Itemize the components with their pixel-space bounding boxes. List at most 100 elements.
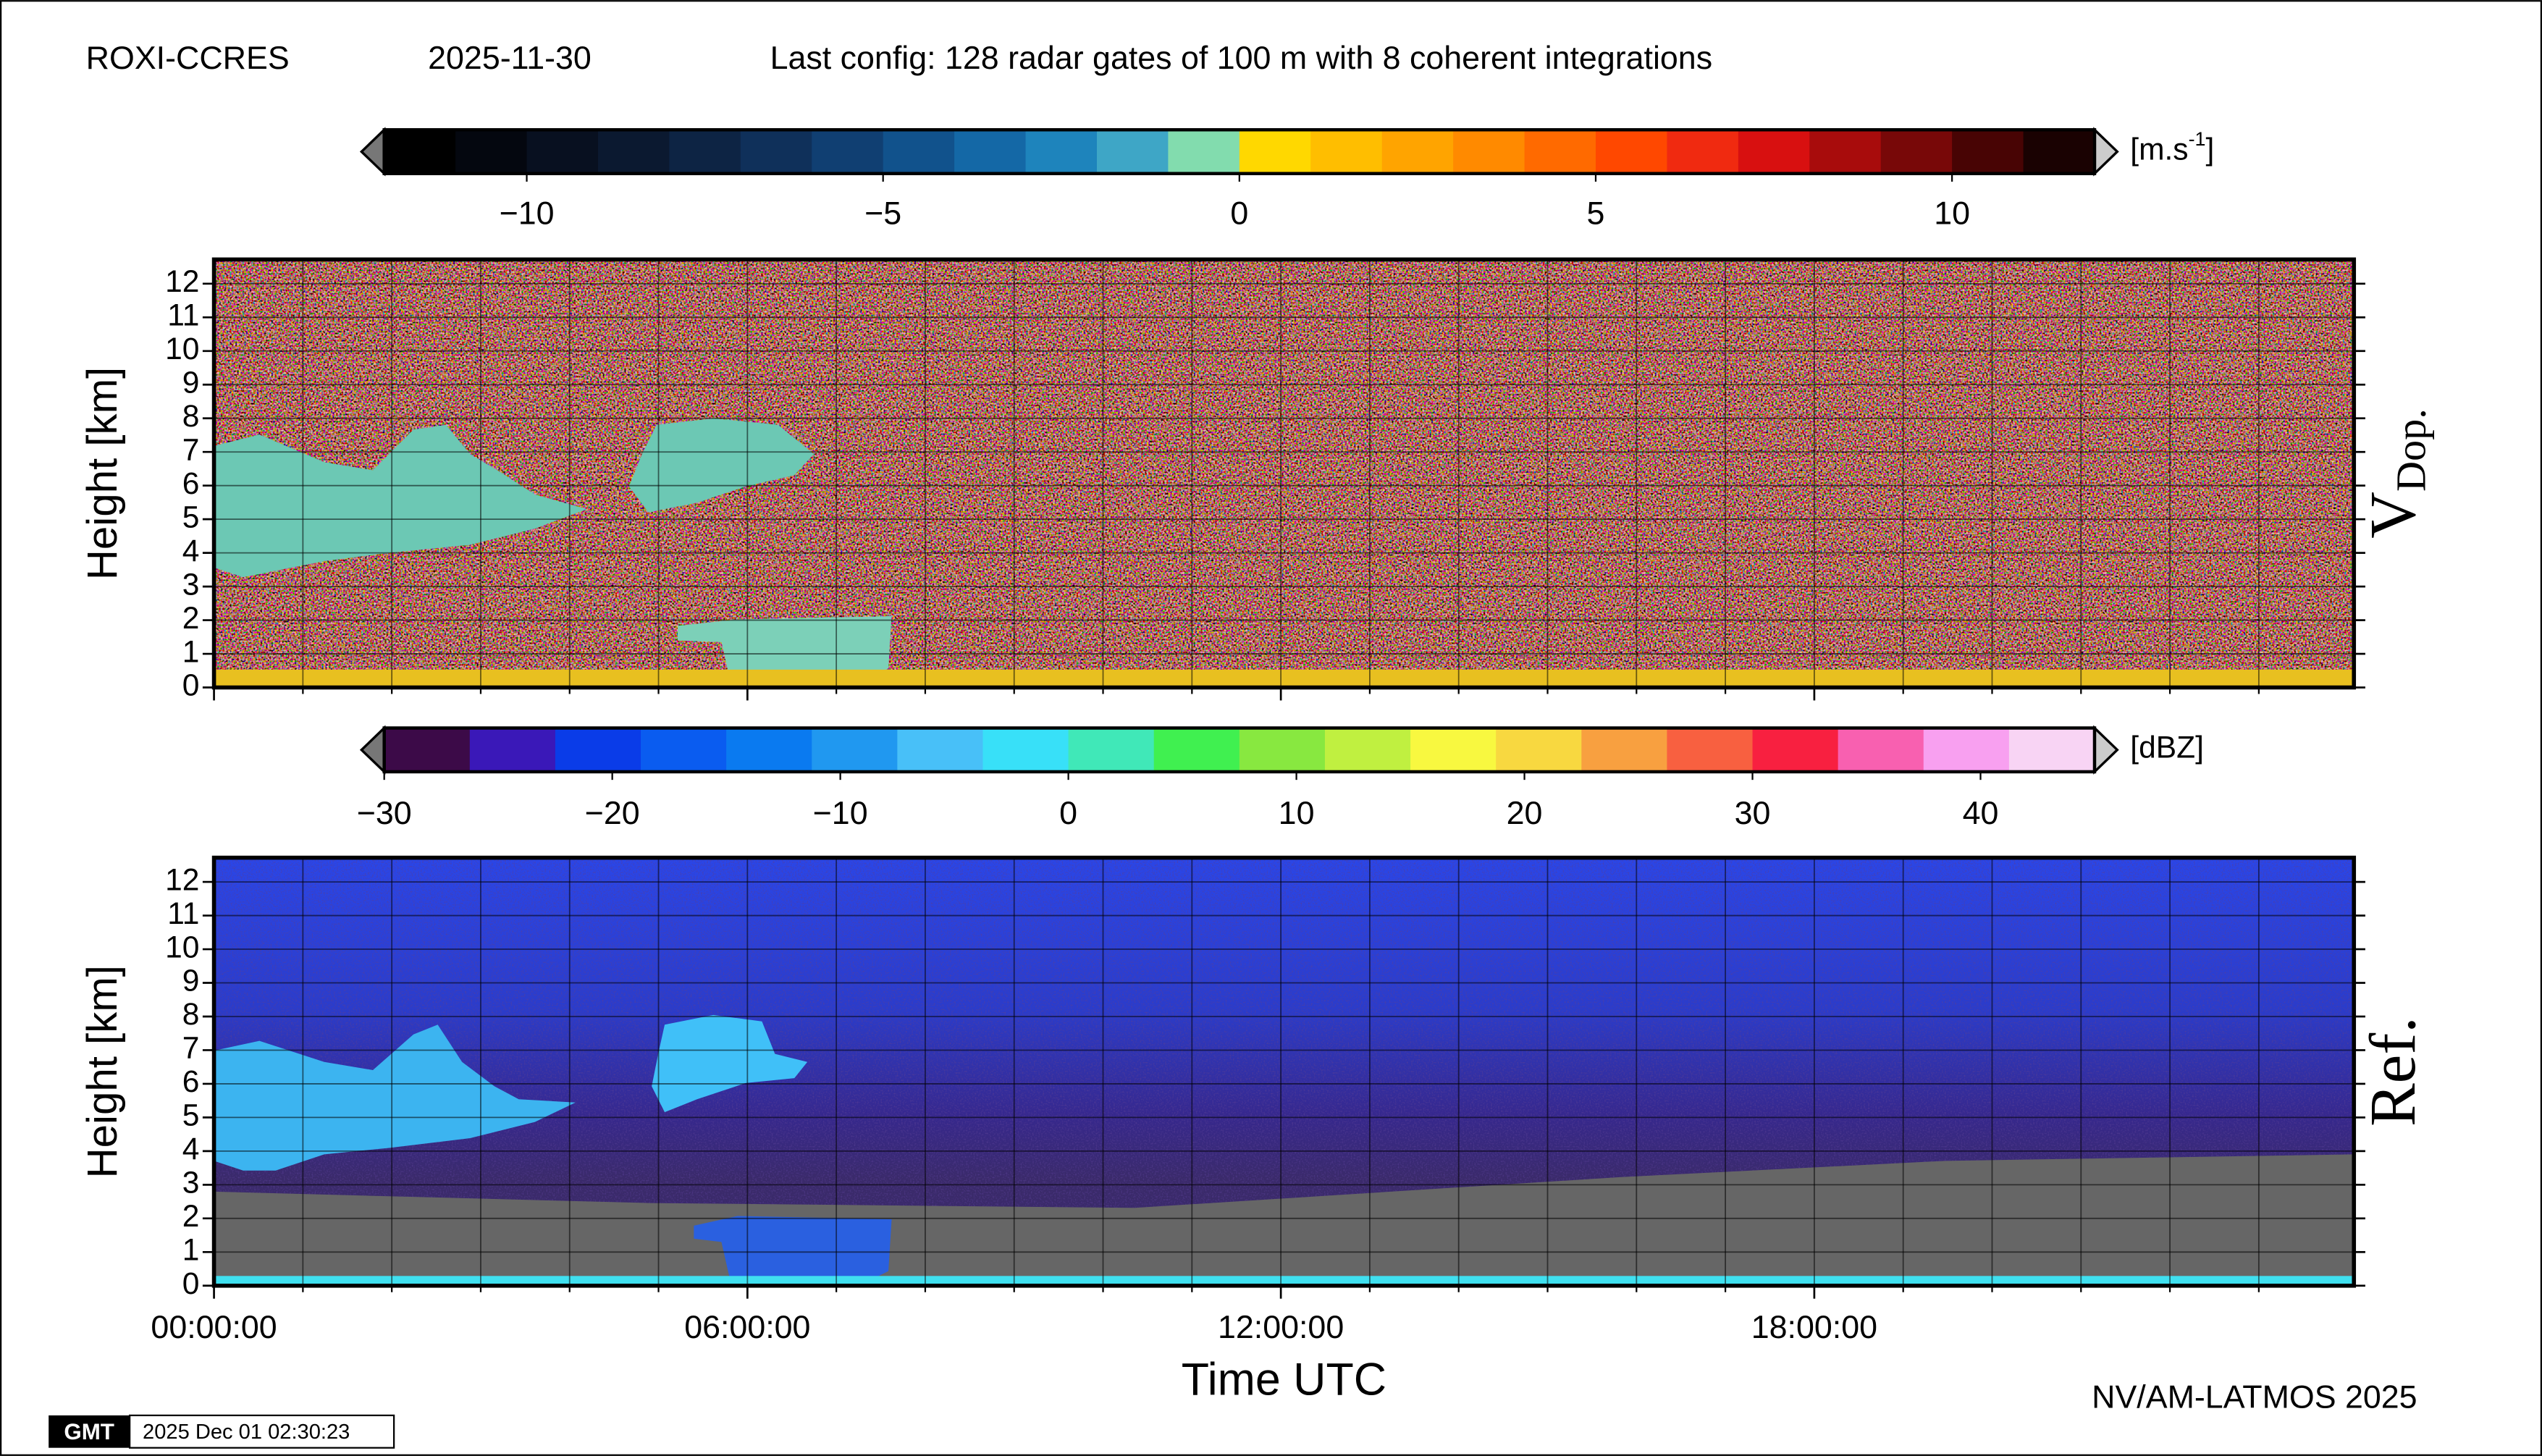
panel-label-part: Dop.: [2388, 408, 2435, 492]
colorbar-swatch: [1524, 130, 1596, 174]
colorbar-swatch: [1239, 728, 1326, 772]
noise: [214, 259, 2354, 688]
colorbar-tick-label: −20: [585, 795, 640, 831]
colorbar-tick-label: −30: [357, 795, 412, 831]
date: 2025-11-30: [428, 40, 592, 76]
cloud: [214, 424, 587, 578]
y-tick-label: 5: [182, 1098, 200, 1133]
y-tick-label: 4: [182, 534, 200, 568]
x-tick-label: 18:00:00: [1751, 1309, 1877, 1345]
colorbar-frame: [382, 726, 2097, 774]
colorbar-swatch: [1923, 728, 2010, 772]
panel-label: Ref.: [2357, 1017, 2429, 1127]
colorbar-tick-label: 0: [1059, 795, 1077, 831]
colorbar-swatch: [1453, 130, 1525, 174]
colorbar-unit: [m.s-1]: [2130, 128, 2214, 167]
colorbar-swatch: [1952, 130, 2024, 174]
colorbar-swatch: [1324, 728, 1411, 772]
colorbar-swatch: [455, 130, 528, 174]
x-tick-label: 06:00:00: [684, 1309, 810, 1345]
colorbar-swatch: [384, 130, 456, 174]
cloud: [214, 1024, 576, 1171]
colorbar-swatch: [982, 728, 1069, 772]
plot-frame: [211, 257, 2357, 690]
y-tick-label: 7: [182, 1031, 200, 1066]
colorbar-tick-label: 5: [1587, 195, 1605, 232]
y-tick-label: 12: [165, 264, 199, 299]
x-tick-label: 00:00:00: [151, 1309, 277, 1345]
colorbar-swatch: [1096, 130, 1169, 174]
colorbar-swatch: [1752, 728, 1839, 772]
colorbar-unit: [dBZ]: [2130, 731, 2204, 765]
colorbar-swatch: [641, 728, 727, 772]
colorbar-swatch: [897, 728, 984, 772]
y-tick-label: 0: [182, 1266, 200, 1301]
plot-frame: [211, 855, 2357, 1288]
colorbar-swatch: [1809, 130, 1882, 174]
y-tick-label: 10: [165, 332, 199, 366]
colorbar-tick-label: 30: [1735, 795, 1771, 831]
unit-part: -1: [2189, 128, 2206, 150]
colorbar-tick-label: 40: [1963, 795, 1999, 831]
colorbar-tick-label: −10: [500, 195, 555, 232]
panel-label-part: V: [2357, 492, 2429, 539]
colorbar-swatch: [883, 130, 955, 174]
colorbar-swatch: [1168, 130, 1240, 174]
ground-band: [214, 1276, 2354, 1284]
y-tick-label: 8: [182, 997, 200, 1032]
colorbar-tick-label: 10: [1934, 195, 1970, 232]
colorbar-swatch: [1310, 130, 1383, 174]
colorbar-swatch: [1381, 130, 1454, 174]
colorbar-swatch: [1880, 130, 1953, 174]
colorbar-swatch: [1581, 728, 1668, 772]
colorbar-swatch: [469, 728, 556, 772]
logo-box: [49, 1415, 130, 1448]
colorbar-swatch: [669, 130, 741, 174]
y-tick-label: 9: [182, 964, 200, 998]
y-axis-label: Height [km]: [79, 367, 126, 580]
y-tick-label: 12: [165, 862, 199, 897]
y-tick-label: 0: [182, 668, 200, 703]
y-tick-label: 2: [182, 1199, 200, 1234]
y-tick-label: 2: [182, 601, 200, 636]
colorbar-tick-label: −10: [813, 795, 868, 831]
colorbar-swatch: [555, 728, 641, 772]
colorbar-swatch: [526, 130, 599, 174]
colorbar-swatch: [1025, 130, 1098, 174]
credit: NV/AM-LATMOS 2025: [2092, 1379, 2417, 1415]
unit-part: [dBZ]: [2130, 731, 2204, 765]
panel-label-part: Ref.: [2357, 1017, 2429, 1127]
colorbar-tick-label: 20: [1507, 795, 1543, 831]
cloud: [694, 1216, 892, 1278]
y-tick-label: 5: [182, 500, 200, 534]
colorbar-swatch: [2023, 130, 2095, 174]
logo: GMT: [64, 1419, 114, 1444]
y-tick-label: 10: [165, 930, 199, 964]
colorbar-swatch: [597, 130, 670, 174]
colorbar-swatch: [954, 130, 1027, 174]
y-tick-label: 11: [167, 896, 199, 931]
colorbar-swatch: [2008, 728, 2095, 772]
colorbar-swatch: [1667, 130, 1739, 174]
cloud: [652, 1014, 808, 1113]
velocity-field: [214, 259, 2354, 688]
y-tick-label: 6: [182, 466, 200, 501]
station: ROXI-CCRES: [86, 40, 290, 76]
colorbar-swatch: [1738, 130, 1810, 174]
config: Last config: 128 radar gates of 100 m wi…: [770, 40, 1712, 76]
timestamp: 2025 Dec 01 02:30:23: [143, 1421, 350, 1444]
colorbar-swatch: [1239, 130, 1311, 174]
colorbar-tick-label: 0: [1230, 195, 1248, 232]
colorbar-swatch: [812, 728, 898, 772]
y-tick-label: 4: [182, 1132, 200, 1166]
colorbar-swatch: [1496, 728, 1582, 772]
colorbar-swatch: [1595, 130, 1668, 174]
reflectivity-field: [214, 857, 2354, 1286]
y-tick-label: 11: [167, 298, 199, 333]
colorbar-swatch: [1410, 728, 1497, 772]
y-axis-label: Height [km]: [79, 965, 126, 1178]
colorbar-tick-label: 10: [1279, 795, 1315, 831]
x-tick-label: 12:00:00: [1218, 1309, 1344, 1345]
